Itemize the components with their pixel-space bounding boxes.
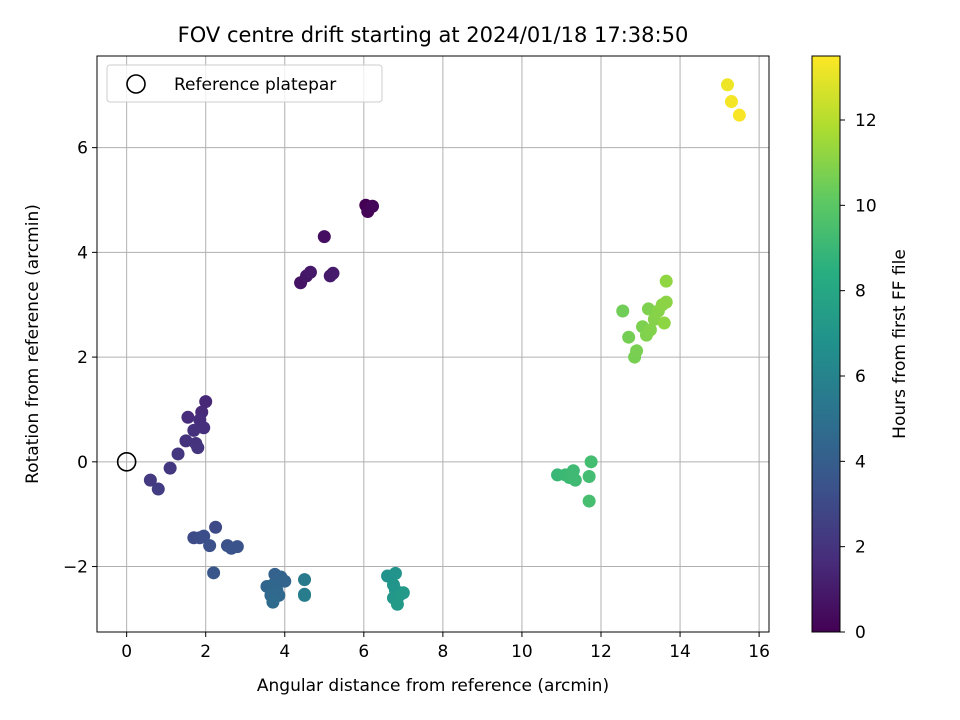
legend-open-circle-icon <box>126 74 146 94</box>
scatter-point <box>197 421 211 435</box>
scatter-point <box>584 455 598 469</box>
scatter-point <box>724 95 738 109</box>
scatter-point <box>203 539 217 553</box>
scatter-point <box>582 469 596 483</box>
scatter-point <box>199 395 213 409</box>
chart-title: FOV centre drift starting at 2024/01/18 … <box>178 23 689 47</box>
scatter-point <box>298 588 312 602</box>
x-axis-ticks: 0 2 4 6 8 10 12 14 16 <box>121 632 770 662</box>
x-tick-label: 16 <box>748 642 770 662</box>
x-tick-label: 6 <box>358 642 369 662</box>
scatter-point <box>582 494 596 508</box>
colorbar-gradient <box>811 55 841 633</box>
scatter-point <box>326 266 340 280</box>
gridlines <box>97 56 769 632</box>
scatter-point <box>366 199 380 213</box>
scatter-point <box>616 304 630 318</box>
colorbar-tick-label: 10 <box>855 196 877 216</box>
x-tick-label: 2 <box>200 642 211 662</box>
legend: Reference platepar <box>106 64 383 103</box>
scatter-point <box>266 595 280 609</box>
y-tick-label: −2 <box>63 558 88 578</box>
scatter-point <box>207 566 221 580</box>
scatter-point <box>390 597 404 611</box>
plot-frame <box>96 55 770 633</box>
colorbar-ticks: 0 2 4 6 8 10 12 <box>840 111 877 643</box>
colorbar-tick-label: 6 <box>855 367 866 387</box>
scatter-point <box>187 423 201 437</box>
y-tick-label: 0 <box>77 453 88 473</box>
x-tick-label: 10 <box>511 642 533 662</box>
scatter-point <box>209 520 223 534</box>
y-axis-ticks: −2 0 2 4 6 <box>63 139 97 578</box>
scatter-point <box>317 230 331 244</box>
reference-platepar-marker <box>116 452 137 472</box>
x-tick-label: 12 <box>590 642 612 662</box>
scatter-point <box>151 482 165 496</box>
scatter-point <box>659 274 673 288</box>
scatter-point <box>643 323 657 337</box>
scatter-point <box>388 566 402 580</box>
x-tick-label: 4 <box>279 642 290 662</box>
scatter-point <box>720 78 734 92</box>
legend-box <box>106 64 383 103</box>
scatter-point <box>732 108 746 122</box>
y-tick-label: 4 <box>77 243 88 263</box>
scatter-point <box>396 586 410 600</box>
scatter-point <box>622 330 636 344</box>
colorbar-label: Hours from first FF file <box>890 249 910 439</box>
scatter-point <box>641 302 655 316</box>
y-axis-label: Rotation from reference (arcmin) <box>23 204 43 484</box>
colorbar-tick-label: 4 <box>855 452 866 472</box>
colorbar: 0 2 4 6 8 10 12 Hours from first FF file <box>811 55 910 643</box>
scatter-point <box>179 434 193 448</box>
scatter-point <box>630 344 644 358</box>
y-tick-label: 6 <box>77 139 88 159</box>
x-tick-label: 14 <box>669 642 691 662</box>
x-tick-label: 0 <box>121 642 132 662</box>
colorbar-tick-label: 12 <box>855 111 877 131</box>
scatter-point <box>181 410 195 424</box>
scatter-point <box>197 529 211 543</box>
data-points <box>143 78 746 611</box>
legend-label: Reference platepar <box>174 75 336 95</box>
y-tick-label: 2 <box>77 348 88 368</box>
scatter-point <box>278 574 292 588</box>
scatter-point <box>163 461 177 475</box>
scatter-point <box>303 265 317 279</box>
scatter-point <box>171 447 185 461</box>
scatter-point <box>657 316 671 330</box>
colorbar-tick-label: 0 <box>855 623 866 643</box>
colorbar-tick-label: 2 <box>855 538 866 558</box>
x-tick-label: 8 <box>437 642 448 662</box>
x-axis-label: Angular distance from reference (arcmin) <box>257 676 609 696</box>
scatter-point <box>143 473 157 487</box>
scatter-point <box>659 295 673 309</box>
scatter-point <box>191 441 205 455</box>
scatter-point <box>230 540 244 554</box>
scatter-point <box>298 573 312 587</box>
colorbar-tick-label: 8 <box>855 282 866 302</box>
scatter-point <box>568 473 582 487</box>
